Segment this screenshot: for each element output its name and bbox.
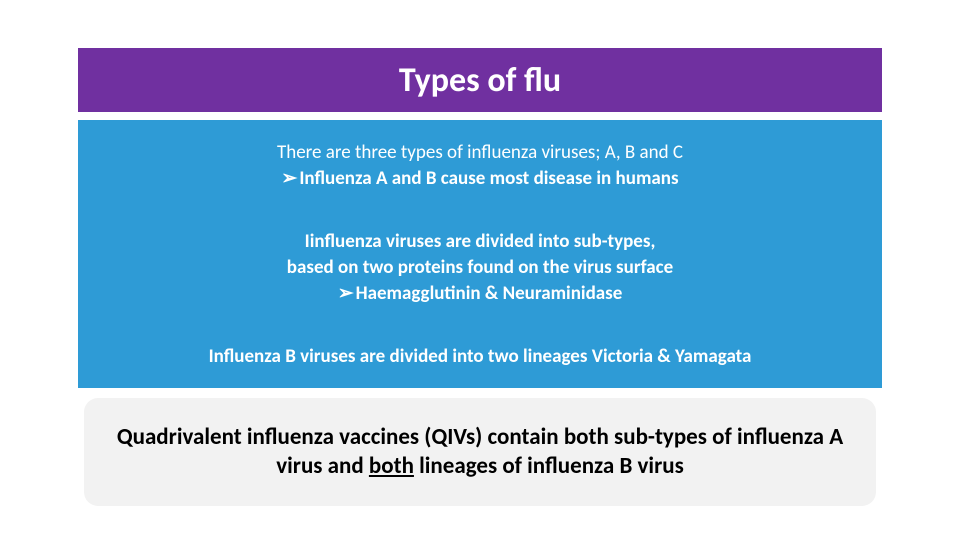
bullet-icon: ➢ xyxy=(338,281,354,307)
info-panel-blue: There are three types of influenza virus… xyxy=(78,120,882,388)
vaccine-text-underlined: both xyxy=(369,452,414,480)
bullet-icon: ➢ xyxy=(281,166,297,192)
lineages-text: Influenza B viruses are divided into two… xyxy=(209,345,752,368)
vaccine-text: Quadrivalent influenza vaccines (QIVs) c… xyxy=(102,423,858,481)
subtypes-line2: based on two proteins found on the virus… xyxy=(287,256,673,279)
slide-title: Types of flu xyxy=(399,60,561,101)
subtypes-bullet: Haemagglutinin & Neuraminidase xyxy=(356,282,623,305)
vaccine-text-part2: lineages of influenza B virus xyxy=(414,452,684,480)
subtypes-line1: Iinfluenza viruses are divided into sub-… xyxy=(305,230,656,253)
title-bar: Types of flu xyxy=(78,48,882,112)
virus-types-bullet: Influenza A and B cause most disease in … xyxy=(299,167,678,190)
section-subtypes: Iinfluenza viruses are divided into sub-… xyxy=(108,229,852,306)
section-lineages: Influenza B viruses are divided into two… xyxy=(108,344,852,370)
section-virus-types: There are three types of influenza virus… xyxy=(108,140,852,191)
vaccine-callout: Quadrivalent influenza vaccines (QIVs) c… xyxy=(84,398,876,506)
virus-types-intro: There are three types of influenza virus… xyxy=(277,141,683,164)
